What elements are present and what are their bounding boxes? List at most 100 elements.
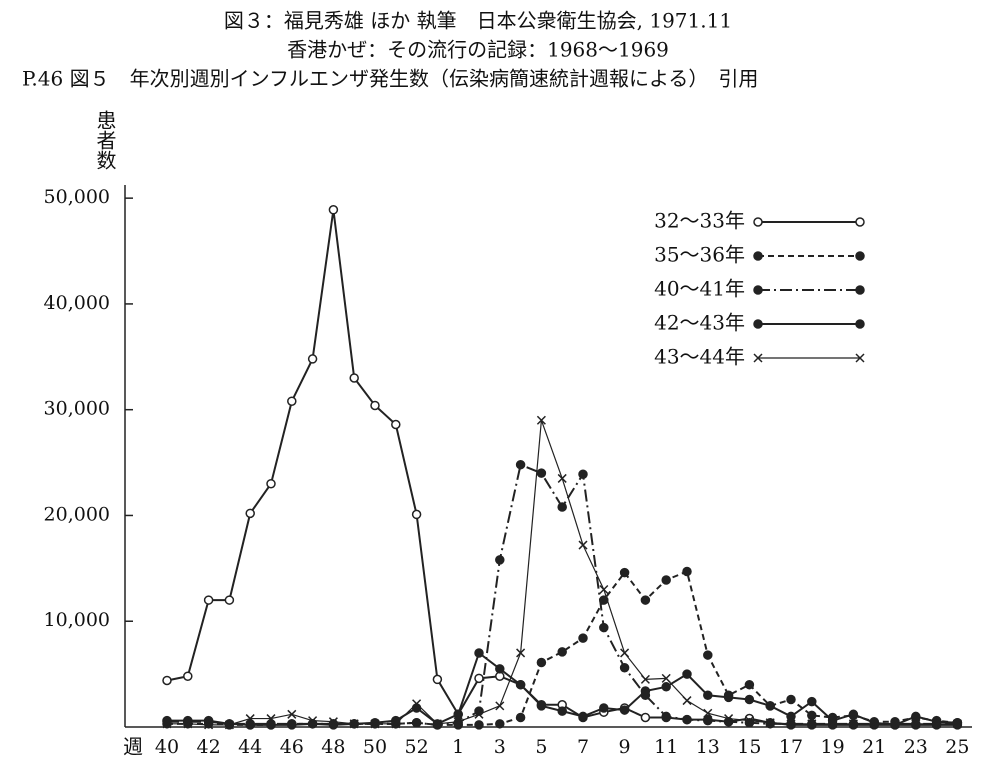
data-point bbox=[786, 719, 796, 729]
marker-stroke bbox=[828, 719, 838, 729]
legend-marker bbox=[855, 353, 865, 363]
data-point bbox=[661, 575, 671, 585]
data-point bbox=[224, 720, 234, 730]
data-point bbox=[224, 595, 235, 605]
data-point bbox=[308, 716, 318, 726]
data-point bbox=[557, 473, 567, 483]
marker-stroke bbox=[911, 719, 921, 729]
x-tick-label: 48 bbox=[321, 736, 345, 758]
data-point bbox=[328, 205, 339, 215]
data-point bbox=[911, 711, 921, 722]
x-tick-label: 19 bbox=[821, 736, 845, 758]
data-point bbox=[640, 712, 651, 723]
y-tick-label: 30,000 bbox=[44, 398, 110, 420]
data-point bbox=[349, 373, 359, 383]
data-point bbox=[474, 720, 484, 730]
x-tick-label: 25 bbox=[945, 736, 969, 758]
data-point bbox=[578, 540, 588, 550]
data-point bbox=[620, 648, 630, 658]
y-axis-label: 患者数 bbox=[93, 110, 117, 170]
marker-stroke bbox=[245, 714, 255, 724]
data-point bbox=[495, 719, 505, 729]
data-point bbox=[328, 717, 338, 727]
marker-stroke bbox=[266, 714, 276, 724]
data-point bbox=[432, 674, 443, 685]
marker-stroke bbox=[308, 716, 318, 726]
data-point bbox=[640, 674, 650, 684]
marker-stroke bbox=[453, 717, 463, 727]
legend-marker bbox=[753, 319, 763, 329]
data-point bbox=[578, 711, 588, 722]
data-point bbox=[411, 509, 422, 520]
data-point bbox=[266, 478, 276, 489]
data-point bbox=[619, 567, 630, 578]
marker-stroke bbox=[370, 719, 380, 729]
data-point bbox=[287, 396, 297, 406]
data-point bbox=[848, 709, 859, 720]
marker-stroke bbox=[952, 719, 962, 729]
y-tick-label: 50,000 bbox=[44, 186, 110, 208]
data-point bbox=[807, 696, 817, 707]
chart-subtitle: 香港かぜ：その流行の記録：1968〜1969 bbox=[287, 38, 669, 62]
y-tick-label: 10,000 bbox=[44, 609, 110, 631]
data-point bbox=[661, 673, 671, 683]
data-point bbox=[661, 682, 671, 692]
data-point bbox=[411, 718, 422, 728]
marker-stroke bbox=[744, 716, 754, 726]
chart-title: 図３：福見秀雄 ほか 執筆 日本公衆衛生協会, 1971.11 bbox=[224, 9, 732, 33]
data-point bbox=[640, 686, 651, 696]
data-point bbox=[307, 354, 318, 364]
data-point bbox=[703, 715, 713, 726]
marker-stroke bbox=[640, 674, 650, 684]
data-point bbox=[536, 657, 547, 668]
marker-stroke bbox=[204, 720, 214, 730]
data-point bbox=[474, 709, 484, 719]
data-point bbox=[599, 622, 609, 633]
data-point bbox=[411, 703, 422, 713]
marker-stroke bbox=[932, 719, 942, 729]
data-point bbox=[828, 719, 838, 729]
marker-stroke bbox=[557, 473, 567, 483]
data-point bbox=[266, 720, 276, 730]
data-point bbox=[245, 508, 255, 519]
data-point bbox=[557, 706, 567, 716]
data-point bbox=[911, 719, 921, 729]
data-point bbox=[744, 716, 754, 726]
data-point bbox=[536, 415, 546, 425]
marker-stroke bbox=[890, 719, 900, 729]
data-point bbox=[474, 648, 484, 658]
x-tick-label: 7 bbox=[577, 736, 589, 758]
x-tick-label: 23 bbox=[904, 736, 928, 758]
data-point bbox=[619, 663, 630, 673]
data-point bbox=[495, 555, 505, 565]
data-point bbox=[682, 696, 692, 706]
data-point bbox=[515, 679, 526, 690]
data-point bbox=[183, 719, 193, 729]
data-point bbox=[682, 714, 692, 725]
data-point bbox=[515, 712, 526, 723]
data-point bbox=[703, 708, 713, 718]
data-point bbox=[599, 584, 609, 595]
marker-stroke bbox=[786, 719, 796, 729]
legend-marker bbox=[855, 319, 865, 329]
marker-stroke bbox=[287, 709, 297, 719]
legend-label: 42〜43年 bbox=[654, 311, 745, 335]
data-point bbox=[682, 669, 692, 679]
data-point bbox=[162, 719, 172, 729]
y-tick-label: 40,000 bbox=[44, 292, 110, 314]
data-point bbox=[744, 679, 755, 690]
data-point bbox=[287, 720, 297, 730]
x-tick-label: 52 bbox=[405, 736, 429, 758]
data-point bbox=[890, 719, 900, 729]
data-point bbox=[786, 694, 796, 705]
data-point bbox=[204, 720, 214, 730]
data-point bbox=[245, 714, 255, 724]
data-point bbox=[744, 694, 755, 705]
marker-stroke bbox=[432, 719, 442, 729]
x-tick-label: 15 bbox=[737, 736, 761, 758]
data-point bbox=[183, 671, 193, 681]
legend-label: 40〜41年 bbox=[654, 277, 745, 301]
legend-marker bbox=[855, 217, 865, 227]
